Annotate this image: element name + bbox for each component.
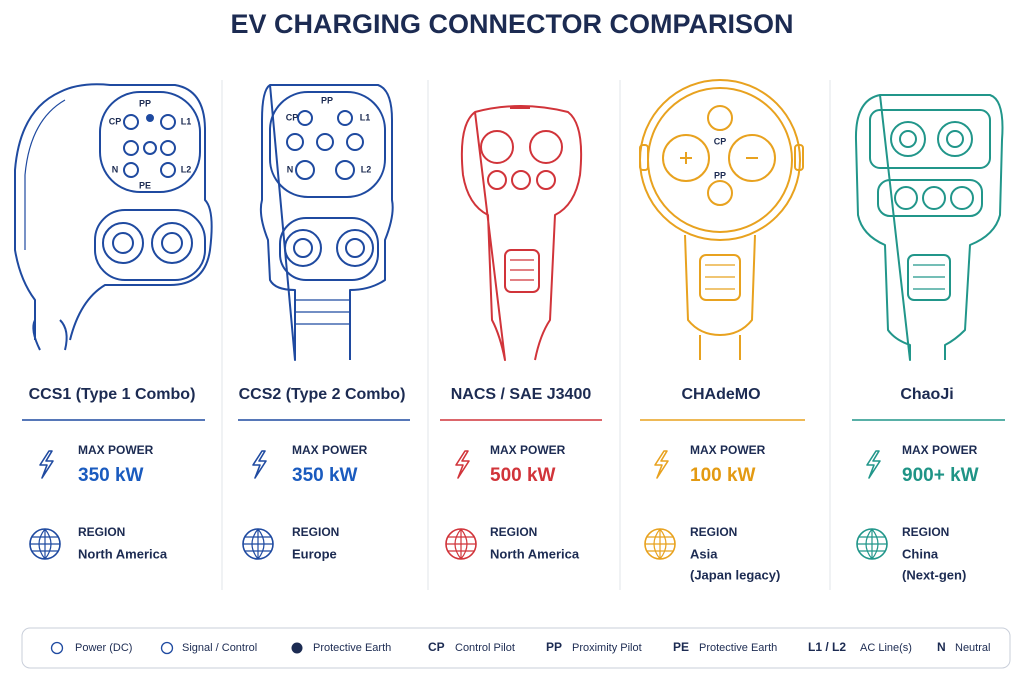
- ccs2-illustration: [259, 84, 394, 361]
- legend-key: PE: [673, 640, 689, 654]
- pin-label: CP: [286, 112, 299, 122]
- power-value: 900+ kW: [902, 465, 979, 486]
- region-label: REGION: [690, 525, 737, 539]
- power-value: 500 kW: [490, 465, 556, 486]
- ccs1-pin-labels: PP CP L1 N L2 PE: [109, 98, 192, 190]
- legend-key: L1 / L2: [808, 640, 846, 654]
- region-value: North America: [78, 546, 168, 561]
- connector-name: NACS / SAE J3400: [451, 386, 592, 403]
- region-label: REGION: [78, 525, 125, 539]
- power-label: MAX POWER: [292, 443, 368, 457]
- region-value: (Japan legacy): [690, 567, 780, 582]
- dividers: [221, 80, 831, 590]
- region-value: (Next-gen): [902, 567, 966, 582]
- legend-label: AC Line(s): [860, 642, 912, 654]
- legend-key: PP: [546, 640, 562, 654]
- legend-label: Protective Earth: [313, 642, 391, 654]
- power-label: MAX POWER: [490, 443, 566, 457]
- pin-label: PP: [139, 98, 151, 108]
- connector-name: CHAdeMO: [681, 386, 760, 403]
- globe-lines: [30, 528, 60, 560]
- power-label: MAX POWER: [78, 443, 154, 457]
- legend-symbol: [291, 642, 303, 654]
- chaoji-illustration: [854, 94, 1004, 361]
- region-value: Europe: [292, 546, 337, 561]
- legend-symbol: [160, 641, 174, 655]
- globe-lines: [243, 528, 273, 560]
- region-value: Asia: [690, 546, 718, 561]
- power-icon: [252, 450, 267, 479]
- legend-label: Protective Earth: [699, 642, 777, 654]
- power-value: 100 kW: [690, 465, 756, 486]
- legend-box: [21, 627, 1011, 669]
- title: EV CHARGING CONNECTOR COMPARISON: [230, 9, 793, 39]
- pin-label: PP: [714, 170, 726, 180]
- legend-symbol: [50, 641, 64, 655]
- region-label: REGION: [902, 525, 949, 539]
- region-label: REGION: [490, 525, 537, 539]
- power-label: MAX POWER: [690, 443, 766, 457]
- pin-label: N: [287, 164, 294, 174]
- legend-label: Power (DC): [75, 642, 132, 654]
- ccs2-pin-labels: PP CP L1 N L2: [286, 95, 372, 174]
- globe-lines: [446, 528, 476, 560]
- pin-label: PE: [139, 180, 151, 190]
- region-value: China: [902, 546, 939, 561]
- connector-name: CCS2 (Type 2 Combo): [239, 386, 406, 403]
- power-label: MAX POWER: [902, 443, 978, 457]
- pin-label: L2: [361, 164, 372, 174]
- pin-label: N: [112, 164, 119, 174]
- nacs-illustration: [460, 105, 583, 361]
- globe-lines: [857, 528, 887, 560]
- pin-label: CP: [714, 136, 727, 146]
- legend-label: Proximity Pilot: [572, 642, 642, 654]
- legend-label: Neutral: [955, 642, 990, 654]
- connector-name: ChaoJi: [900, 386, 953, 403]
- power-icon: [39, 450, 54, 479]
- legend-key: CP: [428, 640, 445, 654]
- power-value: 350 kW: [78, 465, 144, 486]
- region-value: North America: [490, 546, 580, 561]
- pin-label: L1: [181, 116, 192, 126]
- chademo-pin-labels: CP PP: [714, 136, 727, 180]
- legend-label: Signal / Control: [182, 642, 257, 654]
- power-icon: [654, 450, 669, 479]
- pin-label: L2: [181, 164, 192, 174]
- connector-details: CCS1 (Type 1 Combo) MAX POWER 350 kW REGION…: [22, 386, 1005, 582]
- power-icon: [455, 450, 470, 479]
- connector-name: CCS1 (Type 1 Combo): [29, 386, 196, 403]
- ccs1-illustration: [14, 83, 213, 351]
- pin-label: L1: [360, 112, 371, 122]
- region-label: REGION: [292, 525, 339, 539]
- power-value: 350 kW: [292, 465, 358, 486]
- chademo-illustration: [639, 79, 804, 360]
- pin-label: PP: [321, 95, 333, 105]
- legend-label: Control Pilot: [455, 642, 515, 654]
- pin-label: CP: [109, 116, 122, 126]
- globe-lines: [645, 528, 675, 560]
- legend: Power (DC) Signal / Control Protective E…: [50, 640, 990, 655]
- legend-key: N: [937, 640, 946, 654]
- power-icon: [866, 450, 881, 479]
